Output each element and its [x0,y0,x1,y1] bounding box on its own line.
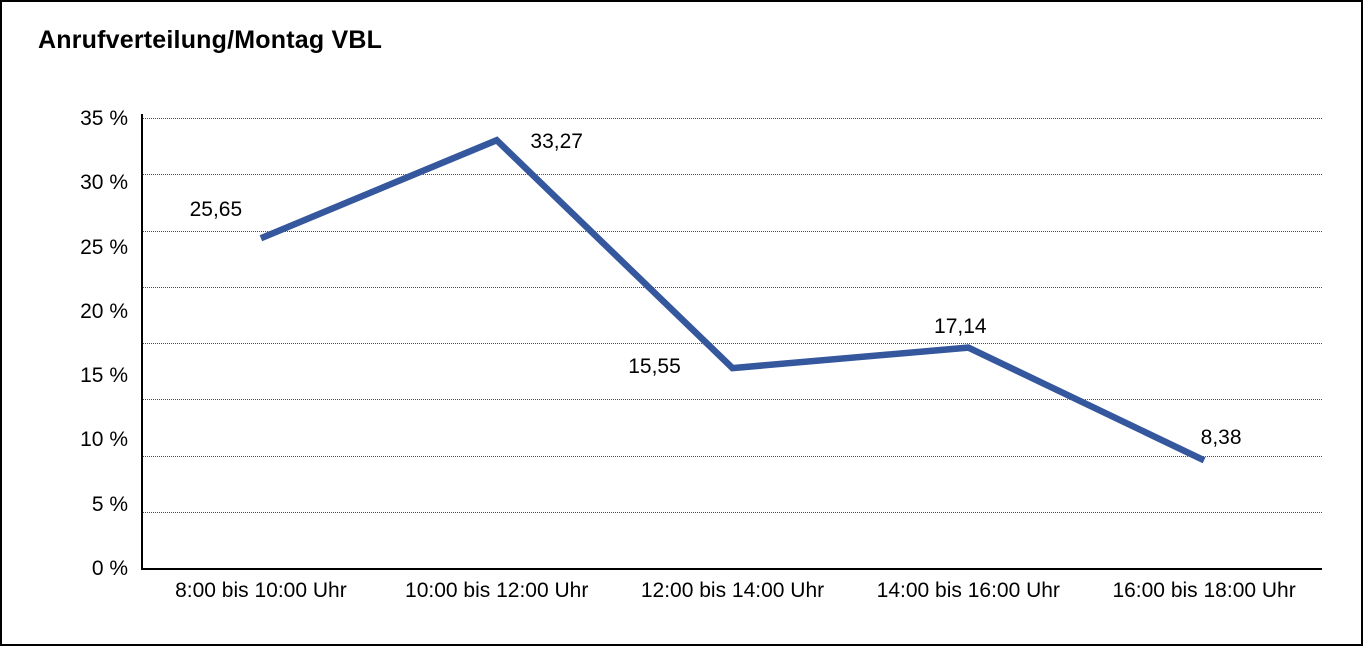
gridline [143,511,1322,513]
gridline [143,343,1322,344]
data-point-label: 8,38 [1200,426,1242,450]
data-point-label: 33,27 [530,130,583,154]
gridline [143,230,1322,232]
gridline [143,174,1322,176]
y-axis-line [141,114,143,568]
x-axis-tick-label: 12:00 bis 14:00 Uhr [640,579,825,602]
x-axis-line [141,568,1322,570]
series-line [259,136,1206,464]
y-axis-tick-label: 15 % [80,364,128,388]
data-point-label: 17,14 [934,314,987,338]
gridline [143,399,1322,401]
y-axis-tick-label: 30 % [80,171,128,195]
gridline [143,118,1322,119]
y-axis-tick-label: 25 % [80,235,128,259]
y-axis-tick-label: 20 % [80,299,128,323]
data-point-label: 25,65 [189,198,243,222]
x-axis-tick-label: 16:00 bis 18:00 Uhr [1112,579,1296,602]
x-axis-tick-label: 8:00 bis 10:00 Uhr [175,579,347,602]
data-point-label: 15,55 [628,355,681,379]
y-axis-tick-label: 10 % [80,428,128,452]
x-axis-tick-label: 10:00 bis 12:00 Uhr [405,579,589,602]
series-plot [259,136,1206,464]
y-axis-tick-label: 35 % [80,107,128,130]
chart-title: Anrufverteilung/Montag VBL [38,26,383,54]
gridline [143,286,1322,288]
y-axis-tick-label: 5 % [91,492,128,516]
x-axis-tick-label: 14:00 bis 16:00 Uhr [876,579,1060,602]
y-axis-tick-label: 0 % [91,557,128,580]
gridline [143,455,1322,457]
